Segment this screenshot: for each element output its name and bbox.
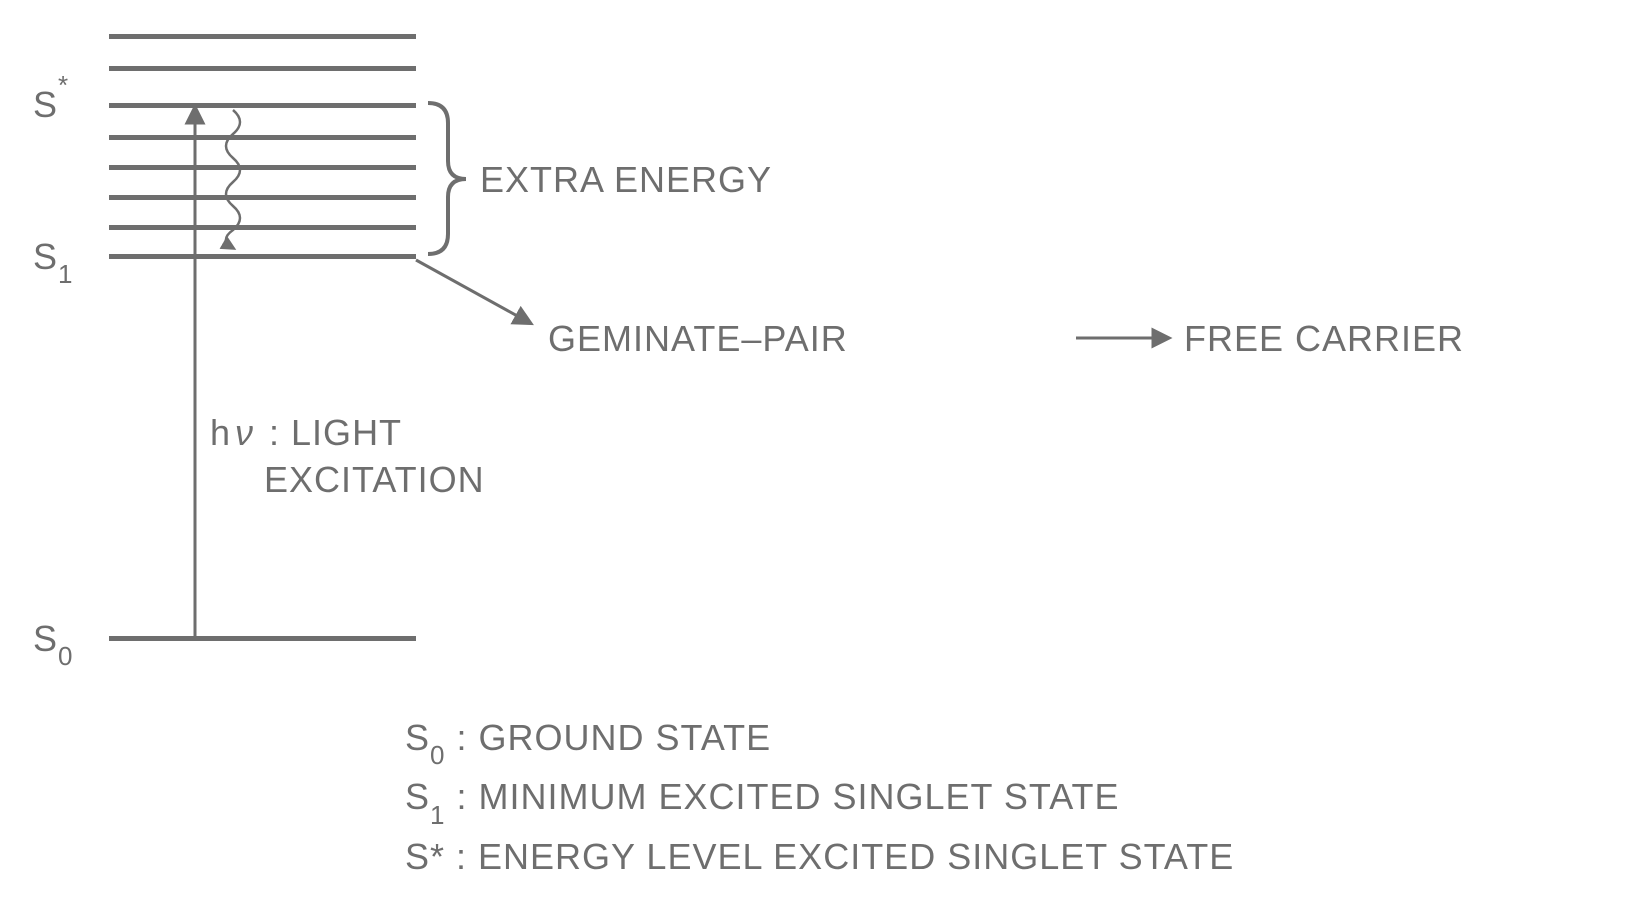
label-s0-sub: 0 — [58, 641, 73, 671]
label-hv-nu: ν — [231, 412, 258, 453]
vib-level-5 — [109, 195, 416, 200]
legend-s1: S1 : MINIMUM EXCITED SINGLET STATE — [405, 769, 1234, 828]
vib-level-6 — [109, 225, 416, 230]
label-free-carrier: FREE CARRIER — [1184, 318, 1464, 360]
label-s0-S: S — [33, 618, 58, 659]
label-sstar-S: S — [33, 84, 58, 125]
legend-s1-sym: S — [405, 776, 430, 817]
arrow-to-geminate — [416, 260, 530, 323]
vib-level-1 — [109, 66, 416, 71]
legend-s1-text: : MINIMUM EXCITED SINGLET STATE — [445, 776, 1119, 817]
legend-s1-sub: 1 — [430, 800, 445, 830]
label-hv-h: h — [210, 412, 231, 453]
legend-sstar-text: : ENERGY LEVEL EXCITED SINGLET STATE — [445, 836, 1234, 877]
brace-extra-energy — [428, 103, 466, 254]
legend-s0-sub: 0 — [430, 740, 445, 770]
legend: S0 : GROUND STATE S1 : MINIMUM EXCITED S… — [405, 710, 1234, 885]
label-s0: S0 — [33, 618, 73, 666]
vib-level-0 — [109, 34, 416, 39]
legend-sstar-sym: S* — [405, 836, 445, 877]
vib-level-sstar — [109, 103, 416, 108]
label-sstar: S* — [33, 80, 69, 126]
label-extra-energy: EXTRA ENERGY — [480, 159, 772, 201]
label-sstar-sup: * — [58, 70, 69, 100]
label-s1-sub: 1 — [58, 259, 73, 289]
legend-sstar: S* : ENERGY LEVEL EXCITED SINGLET STATE — [405, 829, 1234, 885]
label-geminate-pair: GEMINATE–PAIR — [548, 318, 848, 360]
ground-level — [109, 636, 416, 641]
vib-level-4 — [109, 165, 416, 170]
legend-s0-text: : GROUND STATE — [445, 717, 771, 758]
label-s1-S: S — [33, 236, 58, 277]
label-hv-line2: EXCITATION — [210, 457, 485, 504]
vib-level-3 — [109, 135, 416, 140]
vib-level-s1 — [109, 254, 416, 259]
label-hv: hν : LIGHT EXCITATION — [210, 410, 485, 504]
label-s1: S1 — [33, 236, 73, 284]
label-hv-line1: : LIGHT — [258, 412, 402, 453]
legend-s0: S0 : GROUND STATE — [405, 710, 1234, 769]
legend-s0-sym: S — [405, 717, 430, 758]
diagram-stage: S* S1 S0 hν : LIGHT EXCITATION EXTRA ENE… — [0, 0, 1640, 912]
